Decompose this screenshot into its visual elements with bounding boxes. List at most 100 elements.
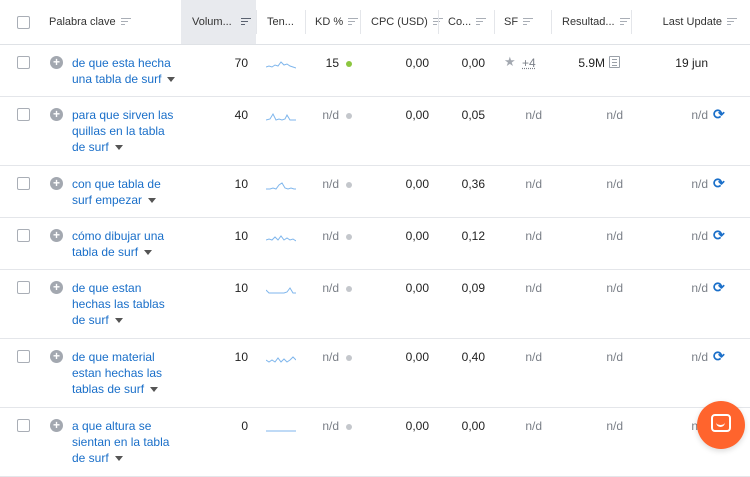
add-keyword-icon[interactable]: +	[50, 177, 63, 190]
chevron-down-icon[interactable]	[148, 198, 157, 204]
chevron-down-icon[interactable]	[114, 145, 123, 151]
volume-value: 70	[234, 56, 248, 70]
sort-icon	[348, 18, 359, 26]
competition-value: 0,05	[461, 108, 485, 122]
sf-value: n/d	[525, 350, 542, 364]
row-checkbox[interactable]	[17, 350, 30, 363]
kd-value: 15	[300, 56, 352, 70]
add-keyword-icon[interactable]: +	[50, 56, 63, 69]
competition-value: 0,12	[461, 229, 485, 243]
column-header-trend[interactable]: Ten...	[256, 0, 305, 44]
column-divider	[494, 10, 495, 34]
cpc-value: 0,00	[405, 419, 429, 433]
column-header-label: KD %	[315, 16, 344, 28]
column-header-results[interactable]: Resultad...	[551, 0, 631, 44]
chevron-down-icon[interactable]	[114, 318, 123, 324]
row-checkbox[interactable]	[17, 229, 30, 242]
chevron-down-icon[interactable]	[167, 77, 176, 83]
kd-value: n/d	[300, 419, 352, 433]
refresh-icon[interactable]: ⟳	[713, 175, 725, 191]
chevron-down-icon[interactable]	[150, 387, 159, 393]
select-all-checkbox[interactable]	[17, 16, 30, 29]
kd-indicator	[346, 354, 352, 361]
star-icon: ★	[504, 54, 516, 69]
competition-value: 0,36	[461, 177, 485, 191]
add-keyword-icon[interactable]: +	[50, 108, 63, 121]
last-update-value: n/d	[691, 229, 708, 243]
results-value: n/d	[606, 281, 623, 295]
column-divider	[551, 10, 552, 34]
column-header-label: CPC (USD)	[371, 16, 428, 28]
column-header-volume[interactable]: Volum...	[181, 0, 256, 44]
column-header-label: Ten...	[267, 16, 294, 28]
table-row: + con que tabla de surf empezar 10 n/d 0…	[0, 166, 750, 218]
column-header-last-update[interactable]: Last Update	[631, 0, 737, 44]
volume-value: 10	[234, 281, 248, 295]
last-update-value: n/d	[691, 177, 708, 191]
table-row: + de que esta hecha una tabla de surf 70…	[0, 45, 750, 97]
column-header-kd[interactable]: KD %	[305, 0, 360, 44]
column-header-sf[interactable]: SF	[494, 0, 551, 44]
last-update-value: n/d	[691, 350, 708, 364]
volume-value: 0	[241, 419, 248, 433]
keyword-link[interactable]: de que estan hechas las tablas de surf	[72, 281, 165, 327]
refresh-icon[interactable]: ⟳	[713, 227, 725, 243]
keyword-link[interactable]: a que altura se sientan en la tabla de s…	[72, 419, 170, 465]
cpc-value: 0,00	[405, 56, 429, 70]
competition-value: 0,09	[461, 281, 485, 295]
kd-value: n/d	[300, 350, 352, 364]
cpc-value: 0,00	[405, 229, 429, 243]
kd-indicator	[346, 233, 352, 240]
last-update-value: n/d	[691, 281, 708, 295]
cpc-value: 0,00	[405, 350, 429, 364]
sort-icon	[523, 18, 534, 26]
column-divider	[305, 10, 306, 34]
trend-sparkline	[266, 112, 296, 121]
column-header-cpc[interactable]: CPC (USD)	[360, 0, 443, 44]
results-value: n/d	[606, 108, 623, 122]
column-divider	[631, 10, 632, 34]
add-keyword-icon[interactable]: +	[50, 350, 63, 363]
results-value: n/d	[606, 350, 623, 364]
kd-indicator	[346, 112, 352, 119]
chat-launcher-button[interactable]	[697, 401, 745, 449]
row-checkbox[interactable]	[17, 281, 30, 294]
kd-indicator	[346, 181, 352, 188]
add-keyword-icon[interactable]: +	[50, 281, 63, 294]
competition-value: 0,40	[461, 350, 485, 364]
column-divider	[360, 10, 361, 34]
cpc-value: 0,00	[405, 108, 429, 122]
serp-snapshot-icon[interactable]	[609, 56, 620, 68]
kd-value: n/d	[300, 229, 352, 243]
table-row: + a que altura se sientan en la tabla de…	[0, 408, 750, 477]
column-header-competition[interactable]: Co...	[438, 0, 494, 44]
keyword-link[interactable]: con que tabla de surf empezar	[72, 177, 161, 207]
chevron-down-icon[interactable]	[114, 456, 123, 462]
add-keyword-icon[interactable]: +	[50, 229, 63, 242]
keyword-link[interactable]: para que sirven las quillas en la tabla …	[72, 108, 174, 154]
column-header-label: Last Update	[662, 16, 722, 28]
sf-value: n/d	[525, 108, 542, 122]
column-header-keyword[interactable]: Palabra clave	[49, 0, 181, 44]
chevron-down-icon[interactable]	[144, 250, 153, 256]
volume-value: 40	[234, 108, 248, 122]
row-checkbox[interactable]	[17, 108, 30, 121]
column-header-label: SF	[504, 16, 519, 28]
sf-value: n/d	[525, 229, 542, 243]
keyword-link[interactable]: de que esta hecha una tabla de surf	[72, 55, 180, 87]
column-divider	[438, 10, 439, 34]
row-checkbox[interactable]	[17, 419, 30, 432]
keyword-link[interactable]: de que material estan hechas las tablas …	[72, 350, 163, 396]
sf-more-link[interactable]: +4	[522, 56, 536, 70]
volume-value: 10	[234, 177, 248, 191]
competition-value: 0,00	[461, 419, 485, 433]
row-checkbox[interactable]	[17, 177, 30, 190]
results-value: n/d	[606, 229, 623, 243]
refresh-icon[interactable]: ⟳	[713, 279, 725, 295]
row-checkbox[interactable]	[17, 56, 30, 69]
refresh-icon[interactable]: ⟳	[713, 348, 725, 364]
keyword-link[interactable]: cómo dibujar una tabla de surf	[72, 229, 165, 259]
add-keyword-icon[interactable]: +	[50, 419, 63, 432]
kd-value: n/d	[300, 281, 352, 295]
refresh-icon[interactable]: ⟳	[713, 106, 725, 122]
